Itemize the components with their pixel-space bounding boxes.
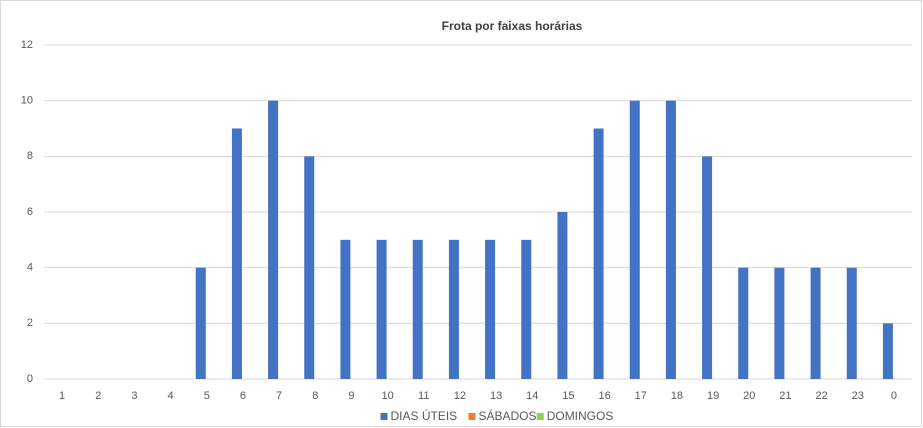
- bar: [340, 239, 351, 379]
- bar: [195, 267, 206, 379]
- x-tick-label: 2: [95, 390, 101, 402]
- bar: [376, 239, 387, 379]
- bar: [593, 128, 604, 379]
- y-tick-label: 10: [21, 95, 33, 107]
- bar: [665, 100, 676, 380]
- legend-label: DIAS ÚTEIS: [391, 408, 458, 423]
- bar: [521, 239, 532, 379]
- x-tick-label: 14: [526, 390, 538, 402]
- x-tick-label: 15: [562, 390, 574, 402]
- x-tick-label: 11: [418, 390, 429, 402]
- chart-title: Frota por faixas horárias: [442, 19, 583, 33]
- bar: [304, 156, 315, 379]
- bar: [738, 267, 749, 379]
- y-tick-label: 6: [27, 206, 33, 218]
- x-tick-label: 3: [131, 390, 137, 402]
- y-tick-label: 12: [21, 39, 33, 51]
- x-tick-label: 5: [204, 390, 210, 402]
- legend-label: SÁBADOS: [479, 408, 537, 423]
- legend-swatch: [536, 413, 544, 420]
- bar: [485, 239, 496, 379]
- x-tick-label: 17: [635, 390, 647, 402]
- x-tick-label: 16: [598, 390, 610, 402]
- bar: [268, 100, 279, 380]
- x-tick-label: 8: [312, 390, 318, 402]
- x-tick-label: 1: [59, 390, 65, 402]
- bar: [774, 267, 785, 379]
- bar: [702, 156, 713, 379]
- y-tick-label: 4: [27, 262, 33, 274]
- legend-swatch: [468, 413, 476, 420]
- x-tick-label: 7: [276, 390, 282, 402]
- bar: [448, 239, 459, 379]
- bar: [882, 323, 893, 379]
- bar: [231, 128, 242, 379]
- legend-swatch: [380, 413, 388, 420]
- y-tick-label: 0: [27, 373, 33, 385]
- x-tick-label: 22: [815, 390, 827, 402]
- legend-label: DOMINGOS: [547, 409, 614, 423]
- x-tick-label: 21: [779, 390, 791, 402]
- bar: [810, 267, 821, 379]
- x-tick-label: 23: [852, 390, 864, 402]
- x-tick-label: 18: [671, 390, 683, 402]
- x-tick-label: 10: [381, 390, 393, 402]
- x-tick-label: 4: [168, 390, 174, 402]
- x-tick-label: 19: [707, 390, 719, 402]
- y-tick-label: 2: [27, 317, 33, 329]
- x-tick-label: 6: [240, 390, 246, 402]
- bar: [846, 267, 857, 379]
- bar: [412, 239, 423, 379]
- bar: [557, 212, 568, 379]
- x-tick-label: 20: [743, 390, 755, 402]
- bar: [629, 100, 640, 380]
- x-tick-label: 0: [891, 390, 897, 402]
- x-tick-label: 9: [348, 390, 354, 402]
- x-tick-label: 13: [490, 390, 502, 402]
- x-tick-label: 12: [454, 390, 466, 402]
- y-tick-label: 8: [27, 150, 33, 162]
